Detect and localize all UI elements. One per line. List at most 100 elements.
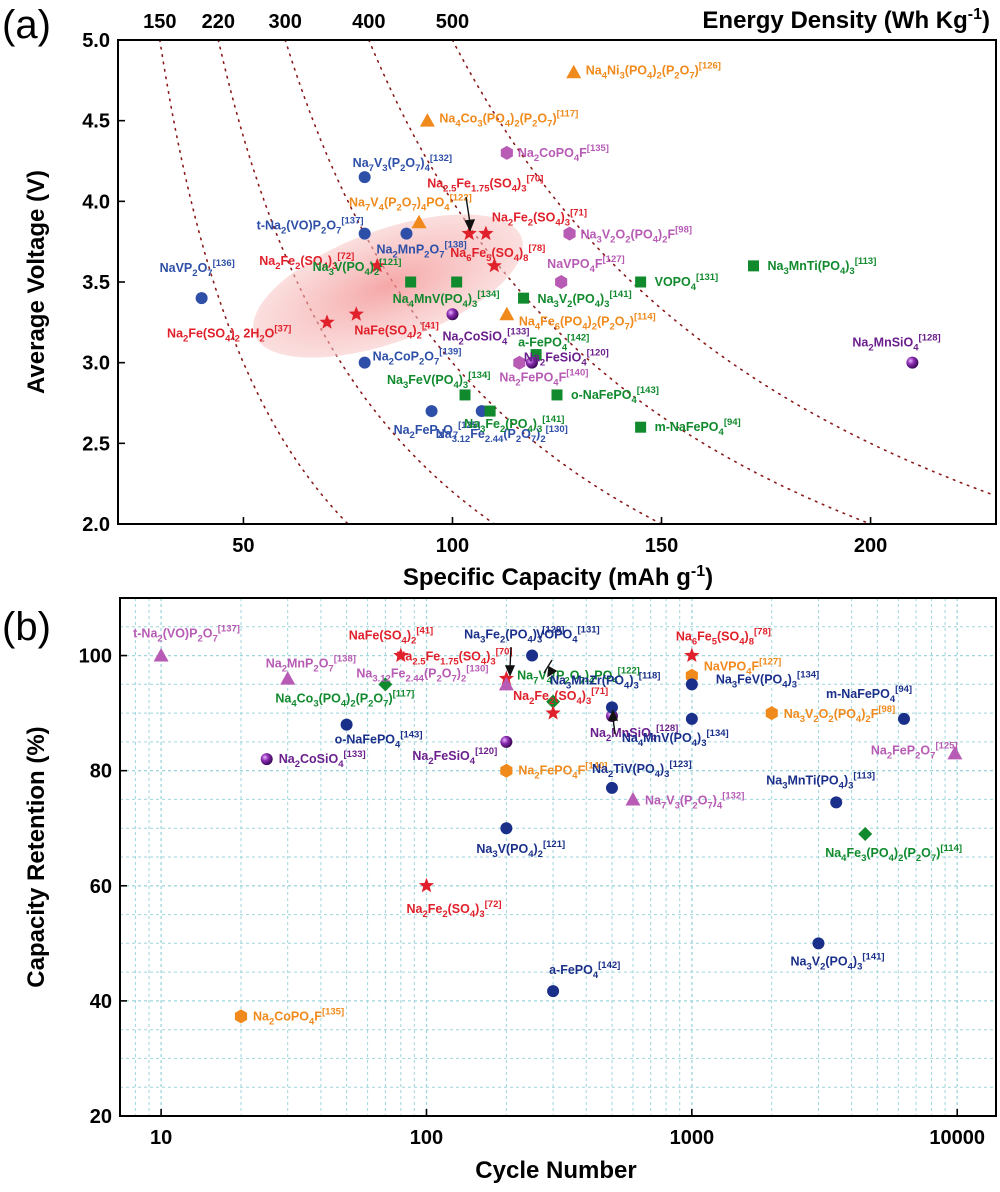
label-b-5: Na3Fe2(PO4)3[129]: [464, 625, 564, 646]
label-a-11: Na2CoPO4F[135]: [518, 143, 609, 164]
panel-b: (b) 10 100 1000 10000 20 40 60 80 100 t-Na2(VO)P…: [2, 597, 997, 1184]
label-b-23: m-NaFePO4[94]: [826, 684, 912, 705]
label-a-30: m-NaFePO4[94]: [655, 417, 741, 438]
label-a-19: NaFe(SO4)2[41]: [354, 320, 438, 341]
point-a-13-hexagon: [555, 275, 568, 289]
label-a-31: Na2CoSiO4[133]: [442, 326, 529, 347]
panel-b-labels: t-Na2(VO)P2O7[137] Na2MnP2O7[138] NaFe(SO4…: [133, 624, 962, 1028]
y-tick-label-b-80: 80: [90, 761, 112, 783]
label-b-18: Na4MnV(PO4)3[134]: [622, 728, 729, 749]
panel-b-letter: (b): [2, 605, 51, 649]
point-a-9-triangle: [411, 214, 427, 229]
x-axis-title-a: Specific Capacity (mAh g-1): [403, 563, 713, 591]
y-tick-label-a-3-5: 3.5: [82, 272, 110, 294]
point-b-27-circle: [500, 822, 513, 835]
point-b-8-triangle: [498, 676, 514, 691]
arrowhead-b-na7v4: [547, 665, 558, 678]
label-a-2: t-Na2(VO)P2O7[137]: [257, 216, 364, 237]
y-axis-title-b: Capacity Retention (%): [23, 726, 50, 987]
isoline-label-300: 300: [269, 11, 302, 33]
point-a-5-circle: [425, 405, 438, 418]
arrowhead-b-na25fe: [504, 665, 516, 677]
x-tick-label-b-1000: 1000: [670, 1127, 715, 1149]
point-b-20-circle: [605, 781, 618, 794]
x-tick-label-a-50: 50: [232, 535, 254, 557]
label-a-9: Na7V4(P2O7)4PO4[122]: [349, 192, 472, 213]
point-a-29-square: [484, 405, 496, 417]
label-a-3: Na2MnP2O7[138]: [376, 240, 466, 261]
highlight-ellipse: [253, 214, 523, 358]
label-b-12: Na2Fe2(SO4)3[71]: [513, 686, 608, 707]
label-b-26: Na4Fe3(PO4)2(P2O7)[114]: [825, 843, 962, 864]
point-a-26-square: [530, 349, 542, 361]
x-tick-label-a-200: 200: [854, 535, 887, 557]
point-a-22-square: [451, 276, 463, 288]
point-a-0-circle: [195, 292, 208, 305]
point-a-10-triangle: [499, 306, 515, 321]
point-b-18-circle: [685, 712, 698, 725]
point-b-9-circle: [340, 718, 353, 731]
point-b-22-hexagon: [765, 706, 778, 721]
point-a-18-star: [369, 257, 385, 273]
point-b-10-sphere: [260, 753, 273, 766]
label-a-8: Na4Co3(PO4)2(P2O7)[117]: [439, 109, 578, 130]
point-a-32-sphere: [525, 356, 538, 369]
y-axis-title-a: Average Voltage (V): [23, 170, 50, 394]
label-a-12: Na3V2O2(PO4)2F[98]: [581, 225, 693, 246]
panel-a-labels: NaVP2O7[136] Na7V3(P2O7)4[132] t-Na2(VO)P2…: [160, 60, 941, 445]
panel-a-letter: (a): [2, 3, 51, 47]
point-a-8-triangle: [419, 113, 435, 127]
label-a-25: Na3MnTi(PO4)3[113]: [768, 256, 877, 277]
y-tick-label-a-5-0: 5.0: [82, 30, 110, 52]
arrow-na25fe175: [465, 196, 471, 224]
panel-a-points: [195, 64, 919, 433]
label-b-13: Na2MnSiO4[128]: [590, 723, 678, 744]
x-tick-label-b-10000: 10000: [929, 1127, 985, 1149]
point-a-30-square: [635, 421, 647, 433]
label-b-0: t-Na2(VO)P2O7[137]: [133, 624, 240, 645]
label-a-20: Na2Fe(SO4)2 2H2O[37]: [167, 323, 291, 344]
point-a-1-circle: [358, 171, 371, 184]
energy-density-label: Energy Density (Wh Kg-1): [702, 6, 990, 34]
label-b-19: Na2FePO4F[140]: [518, 761, 607, 782]
arrowhead-na25fe175: [464, 219, 476, 232]
label-b-16: NaVPO4F[127]: [704, 657, 782, 678]
point-a-28-square: [551, 389, 563, 401]
label-b-15: Na6Fe5(SO4)8[78]: [676, 627, 771, 648]
label-a-0: NaVP2O7[136]: [160, 258, 235, 279]
point-b-11-sphere: [500, 735, 513, 748]
point-a-12-hexagon: [563, 226, 576, 241]
label-a-22: Na4MnV(PO4)3[134]: [393, 289, 500, 310]
isoline-label-220: 220: [202, 11, 235, 33]
point-b-28-star: [418, 877, 435, 893]
point-a-27-square: [459, 389, 471, 401]
point-a-16-star: [478, 225, 494, 241]
y-tick-label-a-2-5: 2.5: [82, 433, 110, 455]
label-b-21: Na7V3(P2O7)4[132]: [645, 790, 744, 811]
point-b-0-triangle: [153, 648, 169, 662]
label-b-29: Na3V2(PO4)3[141]: [790, 951, 884, 972]
label-b-3: Na2.5Fe1.75(SO4)3[70]: [396, 647, 512, 668]
isoline-label-400: 400: [352, 11, 385, 33]
point-b-4-diamond: [378, 677, 393, 692]
energy-density-tick-labels: 150 220 300 400 500: [143, 11, 469, 33]
label-a-14: Na2FePO4F[140]: [499, 368, 588, 389]
label-a-16: Na2Fe2(SO4)3[71]: [492, 208, 587, 229]
panel-a: (a) 150 220 300 400 500 Energy Density (Wh K…: [2, 3, 997, 591]
x-tick-label-b-10: 10: [150, 1127, 172, 1149]
label-a-15: Na2.5Fe1.75(SO4)3[70]: [427, 174, 543, 195]
label-b-25: Na3MnTi(PO4)3[113]: [766, 770, 875, 791]
panel-b-points: [153, 647, 963, 1024]
label-a-29: Na3Fe2(PO4)3[141]: [464, 414, 564, 435]
label-a-28: o-NaFePO4[143]: [571, 385, 659, 406]
isoline-label-500: 500: [436, 11, 469, 33]
label-a-7: Na4Ni3(PO4)2(P2O7)[126]: [586, 60, 721, 81]
label-b-27: Na3V(PO4)2[121]: [476, 839, 565, 860]
point-a-11-hexagon: [500, 145, 513, 160]
point-a-15-star: [461, 225, 477, 241]
x-axis-title-b: Cycle Number: [475, 1157, 636, 1184]
y-tick-label-b-100: 100: [79, 646, 112, 668]
point-b-17-circle: [685, 678, 698, 691]
plot-frame-a: [117, 39, 997, 525]
